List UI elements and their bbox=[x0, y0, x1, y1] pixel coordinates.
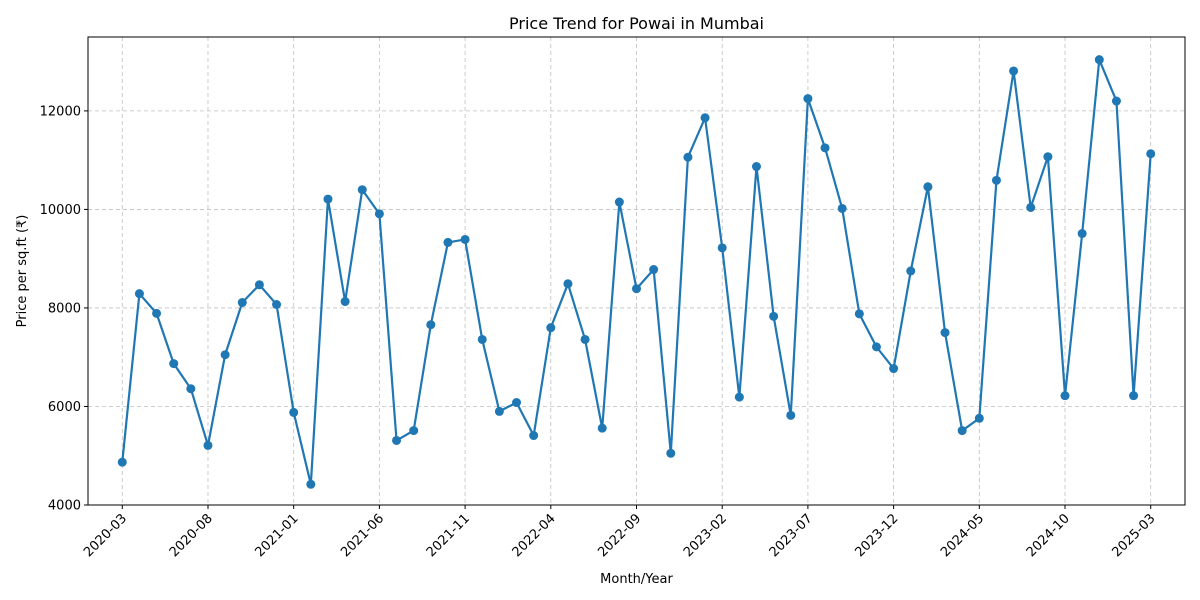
x-tick-label: 2021-01 bbox=[252, 511, 301, 560]
y-tick-label: 6000 bbox=[48, 400, 81, 415]
grid-layer bbox=[88, 37, 1185, 506]
data-point bbox=[957, 426, 967, 436]
data-point bbox=[477, 334, 487, 344]
data-point bbox=[923, 182, 933, 192]
data-point bbox=[837, 203, 847, 213]
data-point bbox=[117, 457, 127, 467]
y-tick-label: 10000 bbox=[40, 203, 81, 218]
x-tick-label: 2023-02 bbox=[681, 511, 730, 560]
x-tick-label: 2024-10 bbox=[1024, 511, 1073, 560]
data-point bbox=[1111, 96, 1121, 106]
data-point bbox=[734, 392, 744, 402]
data-point bbox=[220, 350, 230, 360]
data-point bbox=[186, 384, 196, 394]
data-point bbox=[1077, 229, 1087, 239]
data-point bbox=[323, 194, 333, 204]
y-tick-label: 12000 bbox=[40, 104, 81, 119]
x-tick-label: 2022-09 bbox=[595, 511, 644, 560]
data-point bbox=[529, 431, 539, 441]
data-point bbox=[991, 175, 1001, 185]
data-point bbox=[512, 398, 522, 408]
data-point bbox=[889, 364, 899, 374]
x-tick-label: 2025-03 bbox=[1110, 511, 1159, 560]
data-point bbox=[1026, 202, 1036, 212]
data-point bbox=[974, 413, 984, 423]
chart-title: Price Trend for Powai in Mumbai bbox=[509, 14, 764, 33]
data-point bbox=[374, 209, 384, 219]
data-point bbox=[820, 143, 830, 153]
data-point bbox=[409, 426, 419, 436]
data-point bbox=[134, 289, 144, 299]
data-point bbox=[237, 298, 247, 308]
x-tick-label: 2021-11 bbox=[424, 511, 473, 560]
data-point bbox=[666, 448, 676, 458]
data-point bbox=[203, 440, 213, 450]
data-point bbox=[563, 279, 573, 289]
y-axis-label: Price per sq.ft (₹) bbox=[15, 215, 30, 328]
data-point bbox=[632, 284, 641, 294]
axis-layer: 4000 6000 8000 10000 12000 2020-03 2020-08 2021… bbox=[40, 104, 1159, 560]
data-point bbox=[1060, 391, 1070, 401]
data-point bbox=[683, 152, 693, 162]
data-point bbox=[272, 300, 282, 309]
y-tick-label: 4000 bbox=[48, 499, 81, 514]
data-point bbox=[649, 265, 659, 275]
x-tick-label: 2021-06 bbox=[338, 511, 387, 560]
data-point bbox=[169, 359, 179, 369]
data-point bbox=[340, 297, 350, 307]
x-tick-label: 2020-03 bbox=[81, 511, 130, 560]
data-point bbox=[1043, 152, 1053, 162]
data-point bbox=[1146, 149, 1156, 159]
data-point bbox=[700, 113, 710, 123]
x-tick-label: 2023-12 bbox=[852, 511, 901, 560]
x-axis-label: Month/Year bbox=[600, 572, 673, 587]
data-point bbox=[854, 309, 864, 319]
data-point bbox=[443, 237, 453, 247]
data-point bbox=[1129, 391, 1139, 401]
data-point bbox=[1094, 55, 1104, 65]
data-point bbox=[871, 342, 881, 352]
point-layer bbox=[117, 55, 1156, 489]
x-tick-label: 2020-08 bbox=[167, 511, 216, 560]
data-point bbox=[426, 320, 436, 330]
data-point bbox=[306, 479, 316, 489]
x-tick-label: 2022-04 bbox=[510, 511, 559, 560]
data-point bbox=[460, 234, 470, 244]
data-point bbox=[786, 410, 796, 420]
y-tick-label: 8000 bbox=[48, 301, 81, 316]
data-point bbox=[546, 323, 556, 333]
data-point bbox=[803, 94, 813, 104]
x-tick-label: 2024-05 bbox=[938, 511, 987, 560]
data-point bbox=[580, 334, 590, 344]
x-tick-label: 2023-07 bbox=[767, 511, 816, 560]
data-point bbox=[940, 328, 950, 338]
data-point bbox=[769, 311, 779, 321]
data-point bbox=[717, 243, 727, 253]
data-point bbox=[392, 435, 402, 445]
data-point bbox=[254, 280, 264, 290]
data-point bbox=[289, 407, 299, 417]
data-point bbox=[1009, 66, 1019, 76]
data-point bbox=[152, 308, 162, 318]
data-point bbox=[494, 406, 504, 416]
data-point bbox=[597, 423, 607, 433]
data-point bbox=[357, 185, 367, 195]
data-point bbox=[906, 266, 916, 276]
data-point bbox=[614, 197, 624, 207]
data-point bbox=[751, 162, 761, 172]
